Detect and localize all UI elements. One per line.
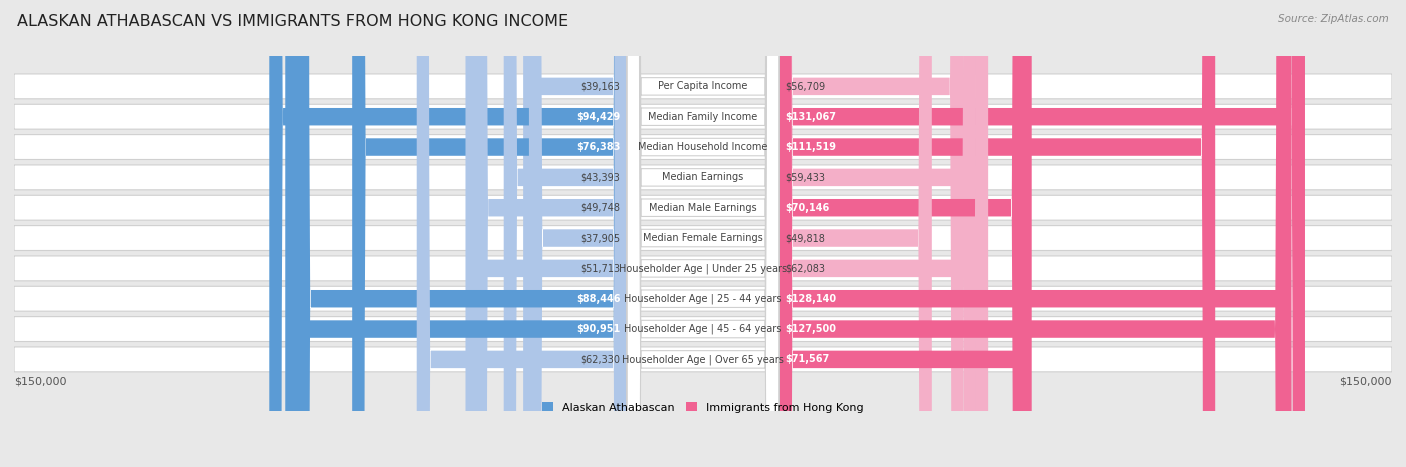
Text: Median Family Income: Median Family Income	[648, 112, 758, 122]
FancyBboxPatch shape	[627, 0, 779, 467]
Text: $56,709: $56,709	[786, 81, 825, 92]
Text: $127,500: $127,500	[786, 324, 837, 334]
FancyBboxPatch shape	[14, 165, 1392, 190]
Text: $76,383: $76,383	[576, 142, 620, 152]
FancyBboxPatch shape	[779, 0, 988, 467]
FancyBboxPatch shape	[627, 0, 779, 467]
FancyBboxPatch shape	[465, 0, 627, 467]
FancyBboxPatch shape	[14, 134, 1392, 160]
Legend: Alaskan Athabascan, Immigrants from Hong Kong: Alaskan Athabascan, Immigrants from Hong…	[543, 402, 863, 412]
Text: $43,393: $43,393	[581, 172, 620, 183]
Text: Source: ZipAtlas.com: Source: ZipAtlas.com	[1278, 14, 1389, 24]
FancyBboxPatch shape	[779, 0, 1025, 467]
Text: $39,163: $39,163	[581, 81, 620, 92]
Text: $62,083: $62,083	[786, 263, 825, 273]
FancyBboxPatch shape	[779, 0, 1289, 467]
FancyBboxPatch shape	[627, 0, 779, 467]
Text: Median Female Earnings: Median Female Earnings	[643, 233, 763, 243]
Text: $71,567: $71,567	[786, 354, 830, 364]
FancyBboxPatch shape	[779, 0, 1032, 467]
FancyBboxPatch shape	[627, 0, 779, 467]
FancyBboxPatch shape	[779, 0, 932, 467]
FancyBboxPatch shape	[779, 0, 1292, 467]
Text: $62,330: $62,330	[581, 354, 620, 364]
FancyBboxPatch shape	[14, 195, 1392, 220]
Text: $111,519: $111,519	[786, 142, 837, 152]
FancyBboxPatch shape	[14, 104, 1392, 129]
FancyBboxPatch shape	[779, 0, 976, 467]
FancyBboxPatch shape	[779, 0, 963, 467]
Text: $59,433: $59,433	[786, 172, 825, 183]
FancyBboxPatch shape	[627, 0, 779, 467]
Text: Median Earnings: Median Earnings	[662, 172, 744, 183]
Text: Median Household Income: Median Household Income	[638, 142, 768, 152]
FancyBboxPatch shape	[779, 0, 1305, 467]
FancyBboxPatch shape	[352, 0, 627, 467]
Text: Householder Age | Over 65 years: Householder Age | Over 65 years	[621, 354, 785, 365]
Text: $150,000: $150,000	[1340, 376, 1392, 386]
FancyBboxPatch shape	[14, 347, 1392, 372]
FancyBboxPatch shape	[285, 0, 627, 467]
Text: $150,000: $150,000	[14, 376, 66, 386]
Text: Householder Age | 45 - 64 years: Householder Age | 45 - 64 years	[624, 324, 782, 334]
FancyBboxPatch shape	[14, 256, 1392, 281]
Text: $128,140: $128,140	[786, 294, 837, 304]
FancyBboxPatch shape	[14, 226, 1392, 250]
FancyBboxPatch shape	[627, 0, 779, 467]
FancyBboxPatch shape	[416, 0, 627, 467]
FancyBboxPatch shape	[14, 317, 1392, 341]
FancyBboxPatch shape	[627, 0, 779, 467]
FancyBboxPatch shape	[627, 0, 779, 467]
Text: Median Male Earnings: Median Male Earnings	[650, 203, 756, 212]
Text: $51,713: $51,713	[581, 263, 620, 273]
FancyBboxPatch shape	[523, 0, 627, 467]
Text: $37,905: $37,905	[581, 233, 620, 243]
Text: $49,818: $49,818	[786, 233, 825, 243]
Text: $94,429: $94,429	[576, 112, 620, 122]
FancyBboxPatch shape	[779, 0, 1215, 467]
FancyBboxPatch shape	[297, 0, 627, 467]
FancyBboxPatch shape	[627, 0, 779, 467]
Text: $70,146: $70,146	[786, 203, 830, 212]
FancyBboxPatch shape	[14, 286, 1392, 311]
Text: $131,067: $131,067	[786, 112, 837, 122]
Text: $88,446: $88,446	[576, 294, 620, 304]
FancyBboxPatch shape	[529, 0, 627, 467]
Text: Householder Age | 25 - 44 years: Householder Age | 25 - 44 years	[624, 293, 782, 304]
Text: Householder Age | Under 25 years: Householder Age | Under 25 years	[619, 263, 787, 274]
Text: Per Capita Income: Per Capita Income	[658, 81, 748, 92]
Text: $90,951: $90,951	[576, 324, 620, 334]
FancyBboxPatch shape	[474, 0, 627, 467]
FancyBboxPatch shape	[270, 0, 627, 467]
FancyBboxPatch shape	[14, 74, 1392, 99]
FancyBboxPatch shape	[627, 0, 779, 467]
Text: $49,748: $49,748	[581, 203, 620, 212]
Text: ALASKAN ATHABASCAN VS IMMIGRANTS FROM HONG KONG INCOME: ALASKAN ATHABASCAN VS IMMIGRANTS FROM HO…	[17, 14, 568, 29]
FancyBboxPatch shape	[503, 0, 627, 467]
